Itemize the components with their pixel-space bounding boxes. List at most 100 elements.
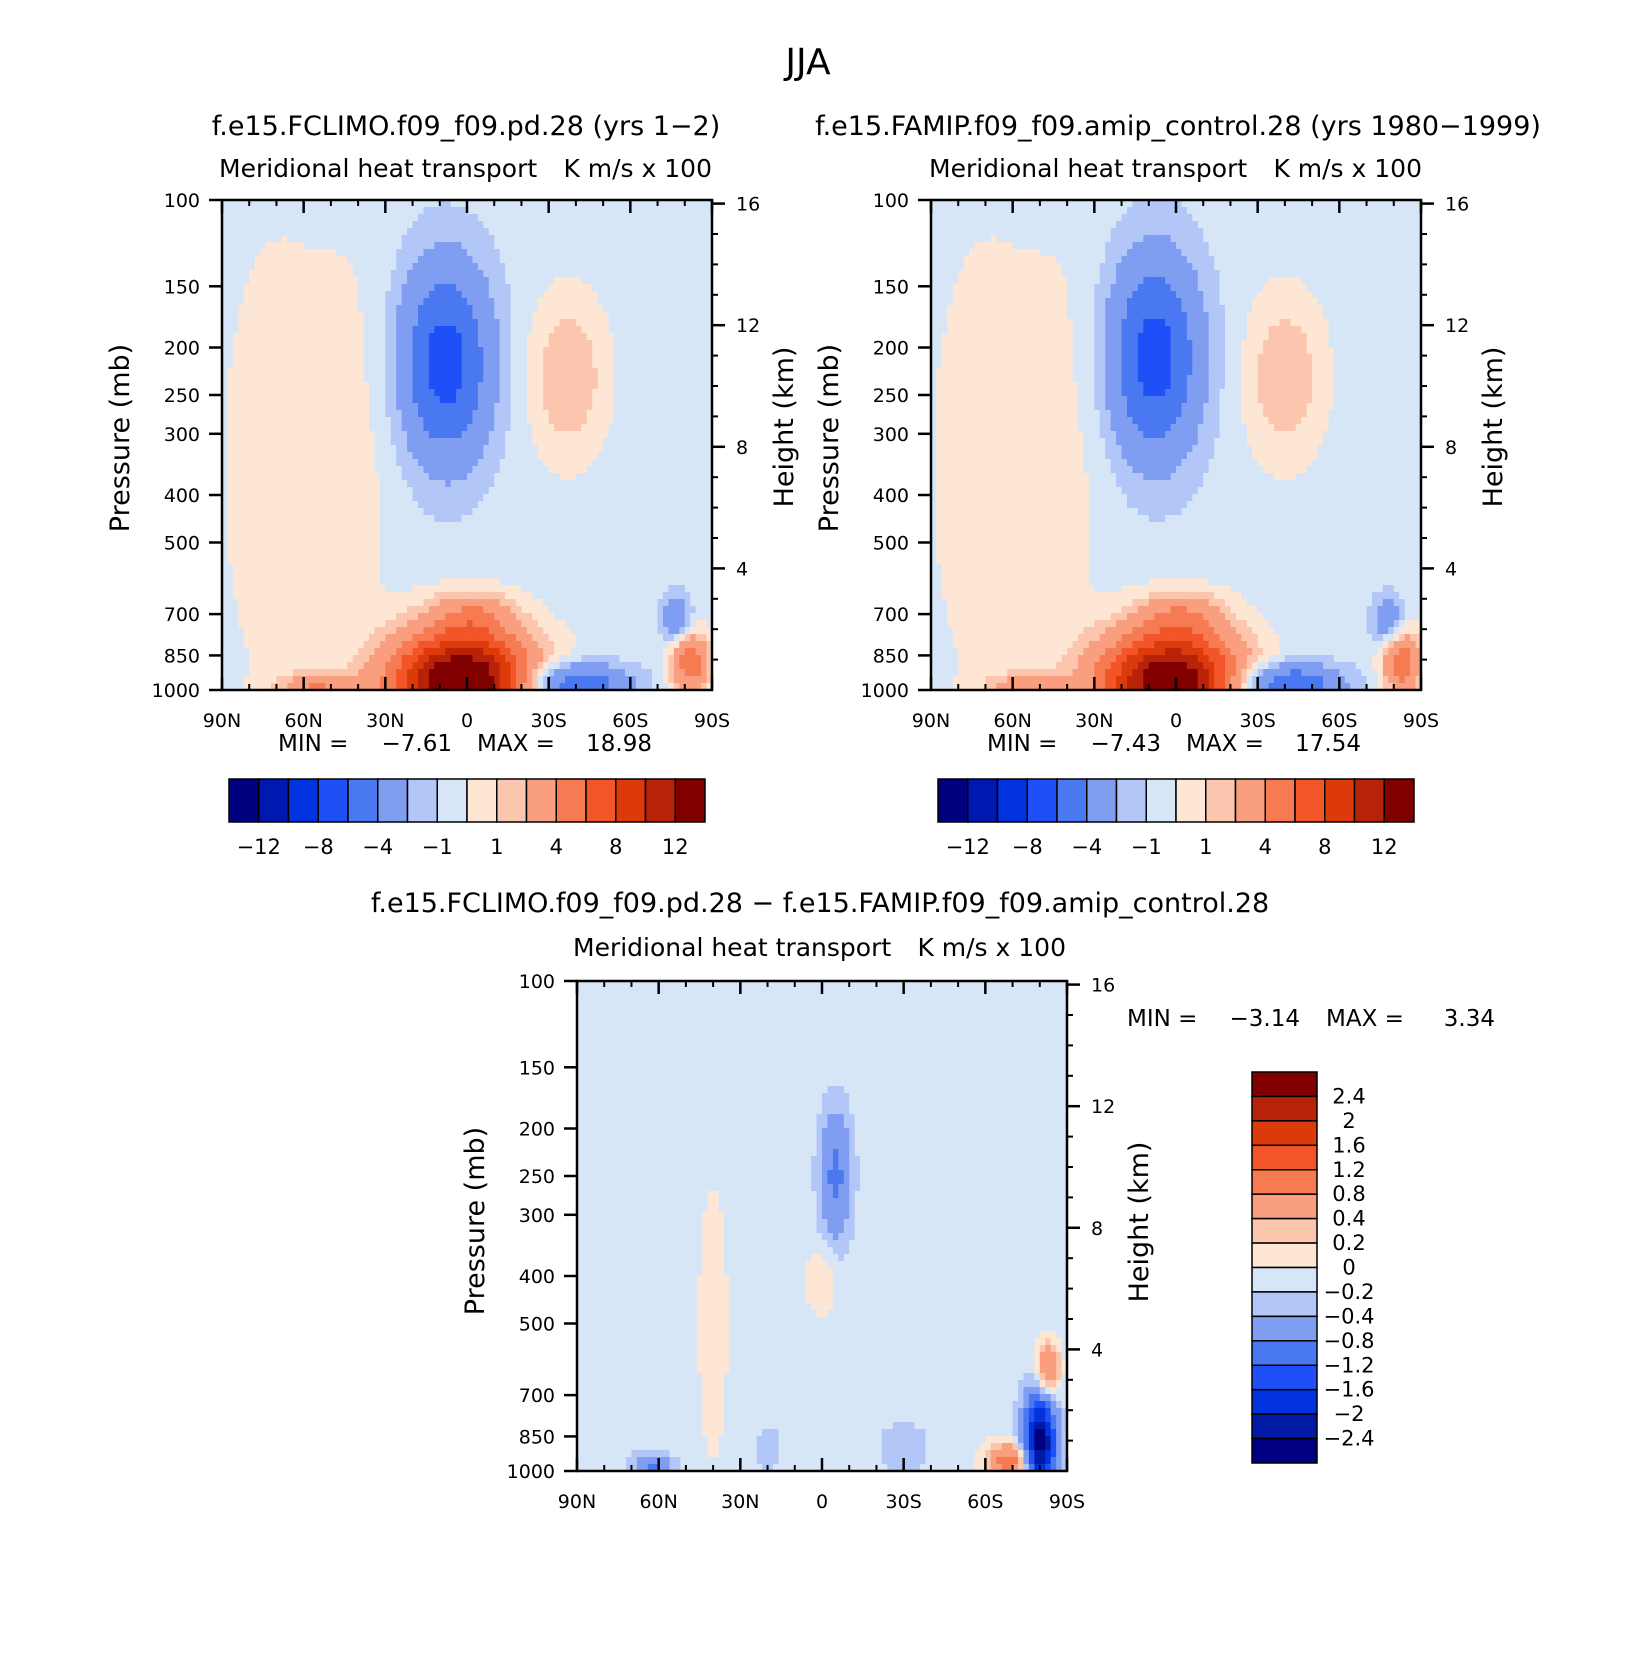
field-cell — [597, 263, 604, 271]
field-cell — [374, 599, 381, 607]
field-cell — [320, 557, 327, 565]
field-cell — [385, 389, 392, 397]
field-cell — [276, 431, 283, 439]
field-cell — [548, 347, 555, 355]
field-cell — [526, 585, 533, 593]
field-cell — [483, 410, 490, 418]
field-cell — [494, 634, 501, 642]
field-cell — [374, 277, 381, 285]
field-cell — [287, 263, 294, 271]
field-cell — [494, 375, 501, 383]
field-cell — [439, 683, 446, 691]
field-cell — [472, 599, 479, 607]
field-cell — [227, 270, 234, 278]
field-cell — [445, 578, 452, 586]
field-cell — [603, 613, 610, 621]
field-cell — [537, 263, 544, 271]
field-cell — [352, 410, 359, 418]
field-cell — [341, 452, 348, 460]
field-cell — [281, 382, 288, 390]
field-cell — [456, 571, 463, 579]
field-cell — [385, 508, 392, 516]
field-cell — [570, 249, 577, 257]
field-cell — [467, 312, 474, 320]
field-cell — [434, 508, 441, 516]
field-cell — [434, 564, 441, 572]
field-cell — [499, 249, 506, 257]
field-cell — [434, 256, 441, 264]
field-cell — [260, 459, 267, 467]
field-cell — [238, 396, 245, 404]
field-cell — [510, 291, 517, 299]
field-cell — [548, 536, 555, 544]
field-cell — [423, 683, 430, 691]
field-cell — [222, 536, 229, 544]
field-cell — [287, 676, 294, 684]
field-cell — [608, 312, 615, 320]
field-cell — [358, 515, 365, 523]
field-cell — [347, 550, 354, 558]
field-cell — [352, 669, 359, 677]
field-cell — [483, 368, 490, 376]
field-cell — [461, 501, 468, 509]
field-cell — [456, 382, 463, 390]
field-cell — [401, 382, 408, 390]
field-cell — [407, 487, 414, 495]
field-cell — [358, 599, 365, 607]
field-cell — [412, 522, 419, 530]
field-cell — [510, 634, 517, 642]
field-cell — [597, 445, 604, 453]
field-cell — [227, 543, 234, 551]
field-cell — [254, 319, 261, 327]
field-cell — [325, 200, 332, 208]
field-cell — [287, 368, 294, 376]
field-cell — [390, 382, 397, 390]
field-cell — [401, 515, 408, 523]
field-cell — [336, 284, 343, 292]
field-cell — [499, 354, 506, 362]
field-cell — [575, 235, 582, 243]
field-cell — [276, 200, 283, 208]
field-cell — [494, 466, 501, 474]
field-cell — [396, 214, 403, 222]
field-cell — [309, 494, 316, 502]
field-cell — [548, 396, 555, 404]
field-cell — [516, 669, 523, 677]
field-cell — [608, 333, 615, 341]
field-cell — [559, 452, 566, 460]
field-cell — [390, 683, 397, 691]
field-cell — [450, 382, 457, 390]
field-cell — [450, 431, 457, 439]
field-cell — [407, 606, 414, 614]
field-cell — [303, 361, 310, 369]
field-cell — [325, 284, 332, 292]
field-cell — [483, 452, 490, 460]
field-cell — [358, 438, 365, 446]
field-cell — [287, 221, 294, 229]
field-cell — [407, 235, 414, 243]
field-cell — [320, 669, 327, 677]
field-cell — [499, 494, 506, 502]
field-cell — [347, 459, 354, 467]
field-cell — [521, 382, 528, 390]
field-cell — [249, 354, 256, 362]
field-cell — [434, 382, 441, 390]
field-cell — [505, 529, 512, 537]
field-cell — [314, 354, 321, 362]
field-cell — [303, 403, 310, 411]
field-cell — [439, 312, 446, 320]
field-cell — [276, 221, 283, 229]
field-cell — [581, 620, 588, 628]
field-cell — [418, 585, 425, 593]
field-cell — [543, 368, 550, 376]
field-cell — [488, 536, 495, 544]
field-cell — [532, 214, 539, 222]
field-cell — [526, 375, 533, 383]
field-cell — [260, 368, 267, 376]
field-cell — [336, 676, 343, 684]
field-cell — [521, 403, 528, 411]
field-cell — [369, 662, 376, 670]
field-cell — [222, 326, 229, 334]
field-cell — [526, 263, 533, 271]
field-cell — [603, 529, 610, 537]
